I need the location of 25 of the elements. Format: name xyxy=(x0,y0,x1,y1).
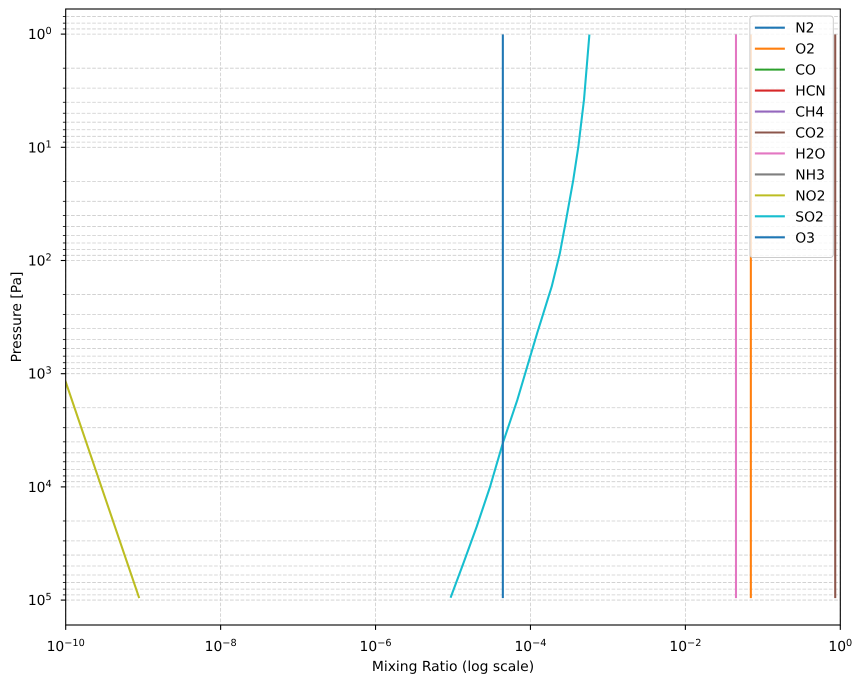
x-tick-label: 10$^{−6}$ xyxy=(360,638,392,655)
y-tick-label: 10$^{0}$ xyxy=(28,26,52,44)
x-tick-label: 10$^{−10}$ xyxy=(46,638,85,655)
legend-label: SO2 xyxy=(795,209,824,226)
legend-label: CO2 xyxy=(795,126,825,142)
legend-label: N2 xyxy=(795,20,814,37)
y-axis-title: Pressure [Pa] xyxy=(9,272,25,362)
legend-label: O3 xyxy=(795,230,816,246)
x-tick-label: 10$^{−8}$ xyxy=(204,638,237,655)
legend-label: NH3 xyxy=(795,167,825,184)
legend-label: H2O xyxy=(795,146,826,162)
legend-label: HCN xyxy=(795,84,826,100)
x-tick-label: 10$^{−2}$ xyxy=(669,638,702,655)
legend-label: NO2 xyxy=(795,188,826,204)
y-tick-label: 10$^{5}$ xyxy=(28,592,52,610)
y-tick-label: 10$^{2}$ xyxy=(28,252,52,270)
x-axis-title: Mixing Ratio (log scale) xyxy=(372,659,534,675)
legend-label: O2 xyxy=(795,42,816,58)
y-tick-label: 10$^{4}$ xyxy=(28,478,52,496)
legend-label: CH4 xyxy=(795,104,824,121)
y-tick-label: 10$^{3}$ xyxy=(28,365,52,383)
x-tick-label: 10$^{−4}$ xyxy=(514,638,546,655)
y-tick-label: 10$^{1}$ xyxy=(28,138,52,156)
x-tick-label: 10$^{0}$ xyxy=(828,638,852,655)
legend-label: CO xyxy=(795,62,816,79)
